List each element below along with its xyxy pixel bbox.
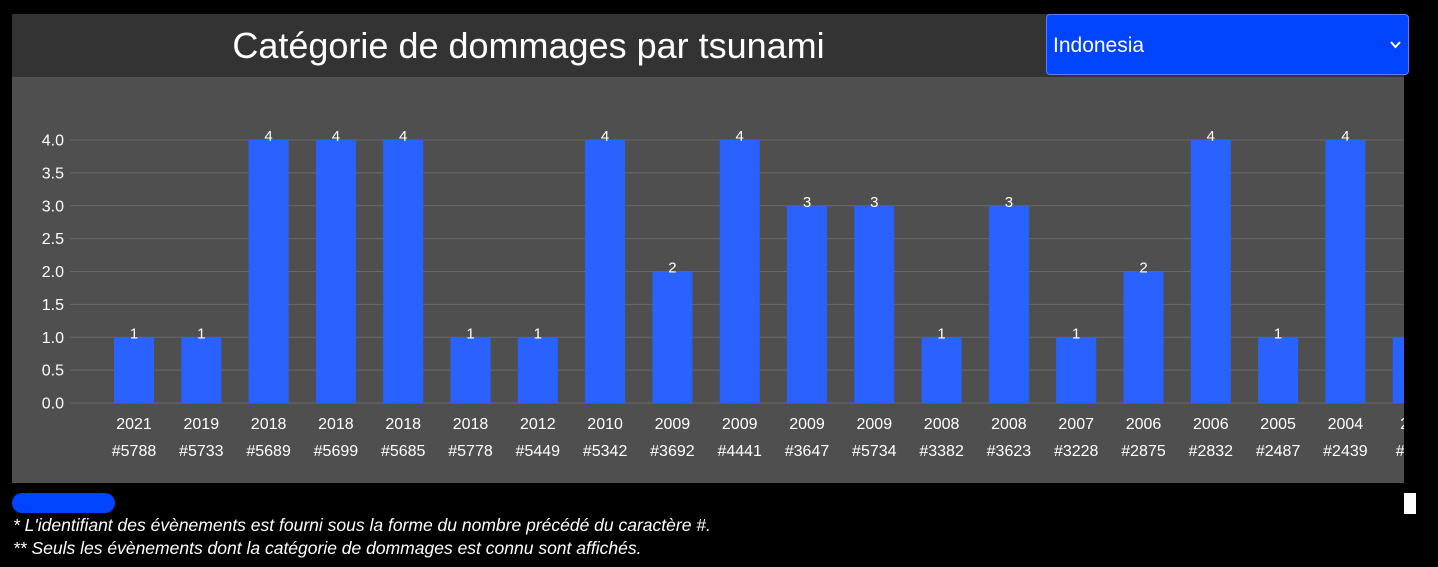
x-tick-id: #5734 [852, 443, 897, 460]
bar-value-label: 1 [197, 325, 205, 342]
bar [1190, 140, 1231, 403]
bar-value-label: 4 [601, 128, 609, 145]
bar-value-label: 4 [1341, 128, 1349, 145]
x-tick-year: 2… [1400, 416, 1404, 433]
bar [517, 337, 558, 403]
scrollbar-end-marker [1404, 493, 1416, 514]
bar-value-label: 3 [1005, 194, 1013, 211]
bar [315, 140, 356, 403]
x-tick-year: 2004 [1328, 416, 1364, 433]
bar [1258, 337, 1299, 403]
x-tick-id: #2832 [1189, 443, 1234, 460]
x-tick-year: 2018 [453, 416, 489, 433]
bar [114, 337, 154, 403]
x-tick-year: 2008 [991, 416, 1027, 433]
x-tick-id: #3382 [919, 443, 964, 460]
bar [585, 140, 626, 403]
x-tick-id: #5342 [583, 443, 628, 460]
bar [1392, 337, 1404, 403]
x-tick-id: #3692 [650, 443, 695, 460]
bar-value-label: 3 [803, 194, 811, 211]
bar [854, 205, 895, 403]
x-tick-id: #2439 [1323, 443, 1368, 460]
x-tick-id: #5733 [179, 443, 224, 460]
x-tick-id: #5699 [314, 443, 359, 460]
country-select-value: Indonesia [1053, 34, 1145, 57]
bar [787, 205, 827, 403]
y-tick-label: 2.0 [42, 264, 64, 281]
x-tick-id: #3… [1396, 443, 1404, 460]
x-tick-id: #5788 [112, 443, 157, 460]
x-tick-id: #3647 [785, 443, 830, 460]
x-tick-year: 2009 [655, 416, 691, 433]
bar-value-label: 2 [1139, 260, 1147, 277]
bar-chart: 0.0 0.5 1.0 1.5 2.0 2.5 3.0 3.5 4.0 1 2021 #5788 1 20… [42, 128, 1404, 460]
x-tick-id: #5685 [381, 443, 426, 460]
bar-value-label: 4 [1207, 128, 1215, 145]
x-tick-year: 2019 [184, 416, 220, 433]
x-tick-year: 2009 [789, 416, 825, 433]
bar-value-label: 1 [937, 325, 945, 342]
x-tick-year: 2018 [251, 416, 287, 433]
bar-value-label: 2 [668, 260, 676, 277]
y-tick-label: 2.5 [42, 231, 64, 248]
y-tick-label: 1.5 [42, 297, 64, 314]
bar [1325, 140, 1366, 403]
x-tick-year: 2010 [587, 416, 623, 433]
bar-value-label: 1 [130, 325, 138, 342]
bar-value-label: 4 [264, 128, 272, 145]
bar [181, 337, 222, 403]
bar [1123, 271, 1164, 403]
x-tick-year: 2005 [1260, 416, 1296, 433]
bar [921, 337, 962, 403]
y-tick-label: 3.5 [42, 165, 64, 182]
footnote-identifier: * L'identifiant des évènements est fourn… [13, 515, 711, 535]
bar-value-label: 1 [1072, 325, 1080, 342]
y-tick-label: 1.0 [42, 330, 64, 347]
x-tick-year: 2012 [520, 416, 556, 433]
y-tick-label: 4.0 [42, 133, 64, 150]
x-tick-id: #5689 [246, 443, 291, 460]
x-tick-year: 2009 [857, 416, 893, 433]
bar-value-label: 4 [399, 128, 407, 145]
x-tick-year: 2007 [1058, 416, 1094, 433]
x-tick-id: #5449 [516, 443, 561, 460]
x-tick-id: #2487 [1256, 443, 1301, 460]
bar [988, 205, 1029, 403]
bar [248, 140, 289, 403]
page-title: Catégorie de dommages par tsunami [232, 25, 825, 66]
bar [1056, 337, 1097, 403]
bar [719, 140, 760, 403]
x-tick-year: 2009 [722, 416, 758, 433]
y-tick-label: 0.0 [42, 396, 64, 413]
footnote-displayed-events: ** Seuls les évènements dont la catégori… [13, 538, 642, 558]
x-tick-id: #3623 [987, 443, 1032, 460]
bar-value-label: 4 [332, 128, 340, 145]
x-tick-year: 2018 [385, 416, 421, 433]
bar [652, 271, 693, 403]
bar-value-label: 4 [736, 128, 744, 145]
x-tick-year: 2006 [1193, 416, 1229, 433]
chart-panel: 0.0 0.5 1.0 1.5 2.0 2.5 3.0 3.5 4.0 1 2021 #5788 1 20… [12, 77, 1404, 483]
country-select[interactable]: Indonesia [1046, 14, 1409, 75]
horizontal-scrollbar-thumb[interactable] [12, 493, 115, 513]
x-tick-id: #5778 [448, 443, 493, 460]
x-tick-id: #3228 [1054, 443, 1099, 460]
chevron-down-icon [1390, 41, 1401, 49]
bar-value-label: 1 [1274, 325, 1282, 342]
x-tick-id: #4441 [717, 443, 762, 460]
bar-value-label: 1 [466, 325, 474, 342]
y-tick-label: 0.5 [42, 363, 64, 380]
bar [383, 140, 424, 403]
y-tick-label: 3.0 [42, 198, 64, 215]
bar-value-label: 3 [870, 194, 878, 211]
x-tick-year: 2018 [318, 416, 354, 433]
x-tick-year: 2021 [116, 416, 152, 433]
x-tick-id: #2875 [1121, 443, 1166, 460]
bar-value-label: 1 [534, 325, 542, 342]
x-tick-year: 2008 [924, 416, 960, 433]
bar [450, 337, 491, 403]
x-tick-year: 2006 [1126, 416, 1162, 433]
